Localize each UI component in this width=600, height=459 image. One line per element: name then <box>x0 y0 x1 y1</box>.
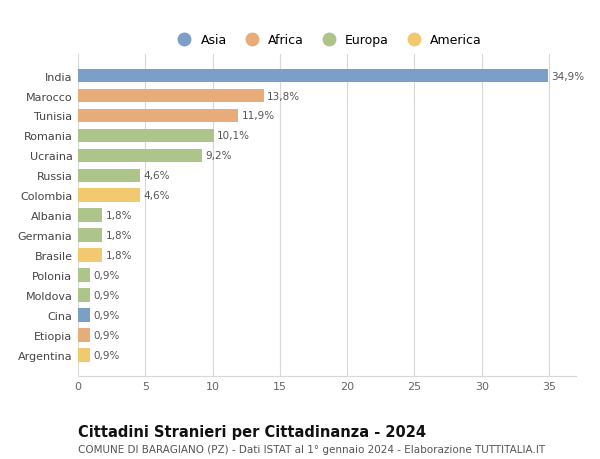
Bar <box>78 289 90 302</box>
Bar <box>78 269 90 282</box>
Text: 1,8%: 1,8% <box>106 251 132 261</box>
Bar <box>78 328 90 342</box>
Text: 11,9%: 11,9% <box>242 111 275 121</box>
Text: 4,6%: 4,6% <box>143 191 170 201</box>
Bar <box>78 90 264 103</box>
Text: 1,8%: 1,8% <box>106 230 132 241</box>
Text: COMUNE DI BARAGIANO (PZ) - Dati ISTAT al 1° gennaio 2024 - Elaborazione TUTTITAL: COMUNE DI BARAGIANO (PZ) - Dati ISTAT al… <box>78 444 545 454</box>
Text: 1,8%: 1,8% <box>106 211 132 221</box>
Bar <box>78 189 140 202</box>
Bar <box>78 308 90 322</box>
Text: 4,6%: 4,6% <box>143 171 170 181</box>
Bar <box>78 169 140 183</box>
Text: 0,9%: 0,9% <box>94 310 120 320</box>
Bar <box>78 229 102 242</box>
Text: 13,8%: 13,8% <box>267 91 300 101</box>
Text: 0,9%: 0,9% <box>94 330 120 340</box>
Legend: Asia, Africa, Europa, America: Asia, Africa, Europa, America <box>167 29 487 52</box>
Text: Cittadini Stranieri per Cittadinanza - 2024: Cittadini Stranieri per Cittadinanza - 2… <box>78 425 426 440</box>
Text: 10,1%: 10,1% <box>217 131 250 141</box>
Text: 0,9%: 0,9% <box>94 270 120 280</box>
Bar <box>78 110 238 123</box>
Text: 0,9%: 0,9% <box>94 350 120 360</box>
Bar <box>78 129 214 143</box>
Text: 34,9%: 34,9% <box>551 72 584 81</box>
Text: 0,9%: 0,9% <box>94 291 120 300</box>
Bar <box>78 209 102 223</box>
Text: 9,2%: 9,2% <box>205 151 232 161</box>
Bar <box>78 149 202 163</box>
Bar <box>78 348 90 362</box>
Bar <box>78 70 548 83</box>
Bar <box>78 249 102 262</box>
